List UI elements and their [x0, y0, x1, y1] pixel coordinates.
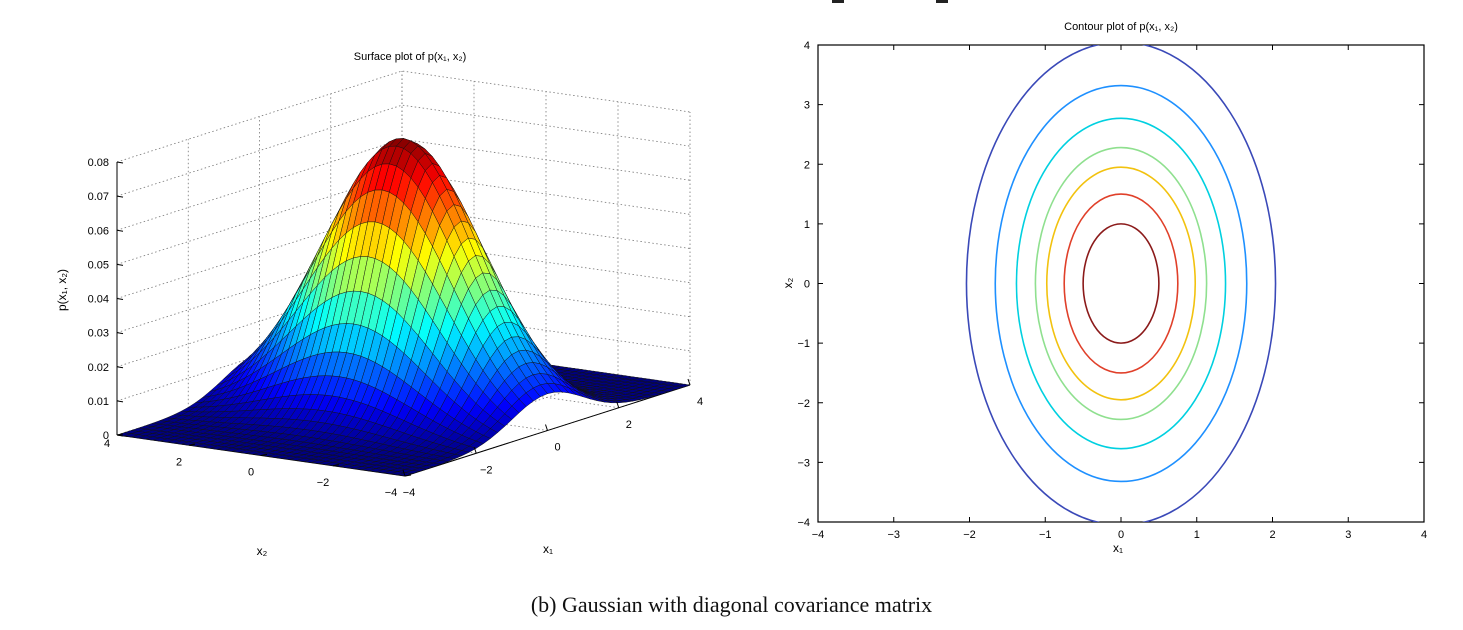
surface-z-tick: [116, 229, 124, 232]
contour-x2-axis-label: x₂: [781, 277, 795, 288]
surface-x2-axis-label: x₂: [257, 544, 268, 558]
contour-y-tick-label: 0: [804, 279, 810, 291]
contour-tick-labels: −4 −3 −2 −1 0 1 2 3 4 −4 −3 −2 −1 0 1 2 3 4: [797, 40, 1427, 541]
surface-x1-tick-label: −4: [403, 487, 416, 499]
contour-line: [994, 84, 1248, 483]
surface-z-tick: [116, 298, 124, 300]
figure-canvas: 00.010.020.030.040.050.060.070.08−4−4−2−…: [55, 21, 1427, 558]
surface-z-tick-label: 0.05: [88, 259, 109, 271]
surface-x2-tick-label: −2: [317, 477, 330, 489]
surface-z-tick-label: 0.04: [88, 294, 109, 306]
contour-line: [1045, 166, 1197, 401]
surface-tick-labels: 0 0.01 0.02 0.03 0.04 0.05 0.06 0.07 0.08 −4 −4 −2 −…: [88, 157, 703, 499]
surface-x2-tick-label: −4: [385, 487, 398, 499]
contour-axes-frame: [817, 44, 1425, 523]
contour-y-tick-label: 4: [804, 40, 810, 52]
surface-x1-tick-label: 2: [626, 419, 632, 431]
surface-z-gridline: [116, 138, 691, 231]
surface-x1-tick-label: 4: [697, 396, 703, 408]
surface-z-tick: [116, 161, 124, 164]
surface-z-gridline: [116, 241, 691, 334]
surface-z-tick-label: 0: [103, 430, 109, 442]
contour-x-tick-label: 3: [1345, 529, 1351, 541]
surface-x2-tick-label: 4: [104, 438, 110, 450]
surface-z-gridline: [116, 275, 691, 368]
contour-x-tick-label: 0: [1118, 529, 1124, 541]
contour-y-tick-label: 3: [804, 100, 810, 112]
surface-z-tick: [116, 263, 124, 266]
contour-x-tick-label: 2: [1269, 529, 1275, 541]
contour-y-tick-label: −3: [797, 457, 810, 469]
surface-x1-tick: [402, 469, 406, 477]
surface-z-gridline: [116, 70, 691, 163]
contour-x-tick-label: −3: [887, 529, 900, 541]
surface-z-tick-label: 0.02: [88, 362, 109, 374]
surface-z-tick: [116, 366, 124, 369]
surface-z-tick: [116, 195, 124, 198]
surface-z-gridline: [116, 104, 691, 197]
surface-z-tick-label: 0.07: [88, 191, 109, 203]
contour-lines: [965, 45, 1277, 522]
contour-x-tick-label: −4: [812, 529, 825, 541]
surface-z-tick: [116, 400, 124, 403]
surface-z-axis-label: p(x₁, x₂): [55, 269, 69, 311]
contour-line: [1015, 117, 1227, 450]
surface-x1-tick: [473, 447, 477, 454]
surface-z-tick-label: 0.06: [88, 225, 109, 237]
contour-line: [965, 45, 1277, 522]
surface-x1-tick-label: −2: [480, 464, 493, 476]
surface-x2-tick: [116, 433, 124, 436]
surface-z-tick: [116, 332, 124, 335]
surface-x2-tick: [332, 464, 340, 467]
surface-x2-tick: [404, 474, 412, 477]
contour-x-tick-label: 4: [1421, 529, 1427, 541]
contour-x1-axis-label: x₁: [1113, 541, 1123, 555]
surface-z-tick-label: 0.08: [88, 157, 109, 169]
surface-z-gridline: [116, 207, 691, 299]
surface-x1-axis-label: x₁: [543, 542, 553, 556]
surface-mesh: [116, 138, 691, 477]
surface-x2-tick-label: 2: [176, 456, 182, 468]
top-crop-artifact: [0, 0, 1463, 3]
surface-x1-tick: [545, 424, 548, 431]
surface-z-tick-label: 0.01: [88, 396, 109, 408]
surface-x2-tick: [188, 443, 196, 446]
contour-line: [1034, 146, 1208, 421]
surface-z-gridline: [116, 309, 691, 402]
surface-x2-tick: [260, 454, 268, 456]
surface-x2-tick-label: 0: [248, 467, 254, 479]
surface-z-gridline: [116, 172, 691, 265]
contour-line: [1063, 193, 1179, 374]
contour-y-tick-label: 2: [804, 159, 810, 171]
contour-x-tick-label: 1: [1194, 529, 1200, 541]
contour-y-tick-label: −2: [797, 398, 810, 410]
surface-z-tick-label: 0.03: [88, 328, 109, 340]
surface-x1-tick-label: 0: [554, 442, 560, 454]
contour-y-tick-label: 1: [804, 219, 810, 231]
surface-x1-tick: [687, 378, 691, 386]
contour-x-tick-label: −2: [963, 529, 976, 541]
surface-x1-tick: [616, 401, 620, 408]
contour-plot-title: Contour plot of p(x₁, x₂): [1064, 21, 1178, 33]
contour-y-tick-label: −4: [797, 517, 810, 529]
figure-caption: (b) Gaussian with diagonal covariance ma…: [530, 592, 933, 617]
surface-plot-title: Surface plot of p(x₁, x₂): [354, 51, 467, 63]
contour-x-tick-label: −1: [1039, 529, 1052, 541]
contour-line: [1082, 223, 1160, 344]
contour-y-tick-label: −1: [797, 338, 810, 350]
